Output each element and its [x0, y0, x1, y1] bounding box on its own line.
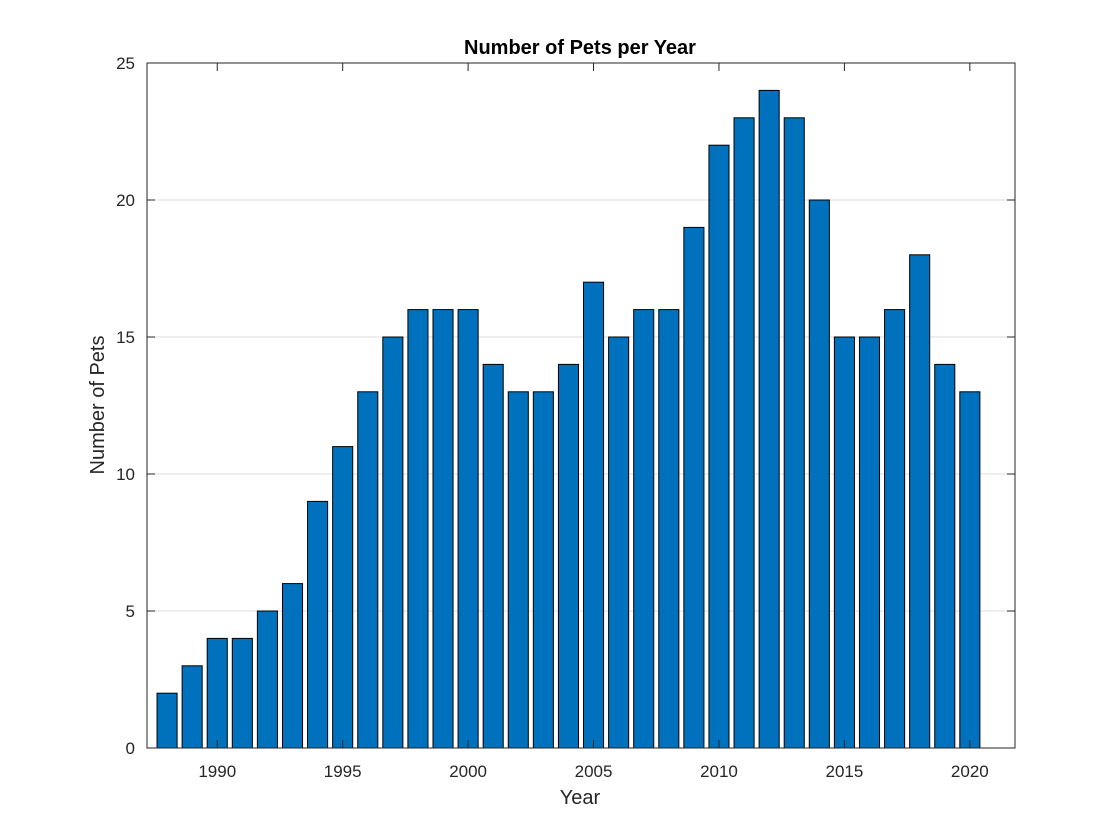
x-tick-label: 1995: [324, 762, 362, 781]
bar-1988: [156, 692, 178, 749]
bar-2018: [909, 254, 931, 749]
bar-2007: [633, 309, 655, 749]
bar-2008: [658, 309, 680, 749]
bar-2002: [507, 391, 529, 749]
bar-1994: [307, 500, 329, 749]
y-tick-label: 20: [116, 191, 135, 210]
ticks: 0 5 10 15 20 25 1990 1995 2000 2005 2010 2015 2020: [116, 54, 1015, 781]
x-tick-label: 2015: [825, 762, 863, 781]
bar-2009: [683, 226, 705, 749]
bar-2014: [808, 199, 830, 749]
bar-1991: [231, 637, 253, 749]
bar-2019: [934, 363, 956, 749]
bar-1997: [382, 336, 404, 749]
plot-area-frame: [146, 62, 1016, 749]
y-axis-label: Number of Pets: [87, 336, 109, 475]
chart-title: Number of Pets per Year: [464, 37, 696, 59]
y-tick-label: 15: [116, 328, 135, 347]
bar-2013: [783, 117, 805, 749]
bar-1990: [206, 637, 228, 749]
x-tick-label: 2010: [700, 762, 738, 781]
bar-2012: [758, 89, 780, 749]
bar-2016: [858, 336, 881, 749]
y-tick-label: 10: [116, 465, 135, 484]
bar-1989: [181, 665, 203, 749]
y-tick-label: 5: [126, 602, 135, 621]
x-tick-label: 2000: [449, 762, 487, 781]
x-tick-label: 2020: [951, 762, 989, 781]
bar-2006: [608, 336, 630, 749]
x-tick-label: 1990: [198, 762, 236, 781]
bar-1993: [281, 583, 304, 749]
y-tick-label: 0: [126, 739, 135, 758]
bar-2004: [557, 363, 579, 749]
bar-2017: [884, 309, 906, 749]
y-tick-label: 25: [116, 54, 135, 73]
bar-1992: [256, 610, 278, 749]
bar-2015: [833, 336, 855, 749]
bar-2011: [733, 117, 755, 749]
bar-2001: [482, 363, 504, 749]
bar-2020: [959, 391, 981, 749]
bar-2000: [457, 309, 479, 749]
bar-1996: [357, 391, 379, 749]
x-tick-label: 2005: [575, 762, 613, 781]
bars: [156, 89, 981, 749]
bar-2003: [532, 391, 554, 749]
bar-2010: [708, 144, 730, 749]
bar-1995: [332, 446, 354, 749]
bar-1998: [407, 309, 429, 749]
bar-2005: [583, 281, 605, 749]
x-axis-label: Year: [560, 787, 601, 809]
bar-1999: [432, 309, 454, 749]
